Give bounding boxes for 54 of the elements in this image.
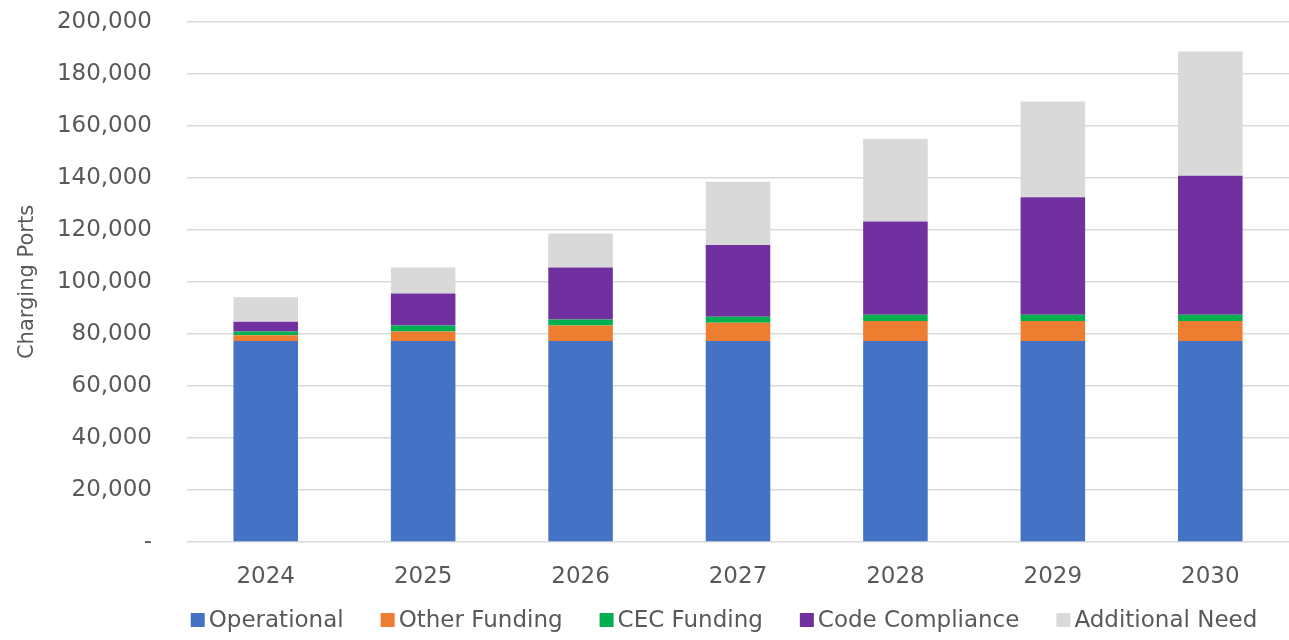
- bar: [1178, 341, 1243, 542]
- x-tick-label: 2028: [866, 561, 925, 588]
- bar: [863, 341, 928, 542]
- bar: [863, 221, 928, 315]
- y-tick-label: 100,000: [56, 266, 152, 293]
- y-tick-label: 160,000: [56, 110, 152, 137]
- bar: [390, 341, 456, 542]
- x-tick-label: 2026: [551, 561, 610, 588]
- y-tick-label: 60,000: [71, 370, 152, 397]
- bar: [1020, 197, 1086, 315]
- bar: [390, 293, 456, 326]
- bar: [1020, 341, 1086, 542]
- legend-label: Operational: [208, 605, 344, 632]
- x-tick-label: 2025: [393, 561, 453, 588]
- legend-label: Code Compliance: [817, 605, 1020, 632]
- y-tick-label: 140,000: [56, 162, 152, 189]
- bar: [705, 316, 771, 323]
- bar: [548, 325, 613, 342]
- bar: [390, 331, 456, 342]
- bar: [233, 297, 298, 322]
- bar: [233, 335, 298, 342]
- bar: [1178, 314, 1243, 321]
- y-tick-label: 80,000: [71, 318, 152, 345]
- bar: [233, 341, 298, 542]
- bar: [705, 322, 771, 342]
- bar: [1178, 321, 1243, 342]
- x-tick-label: 2027: [708, 561, 768, 588]
- x-tick-label: 2029: [1023, 561, 1083, 588]
- bar: [548, 267, 613, 320]
- y-axis-title: Charging Ports: [14, 204, 39, 360]
- bar: [548, 233, 613, 268]
- bar: [1178, 175, 1243, 315]
- bar: [863, 321, 928, 342]
- bar: [390, 325, 456, 332]
- legend-label: CEC Funding: [617, 605, 763, 632]
- legend-label: Other Funding: [398, 605, 563, 632]
- bar: [863, 314, 928, 321]
- y-tick-label: 20,000: [71, 474, 152, 501]
- bar: [233, 331, 298, 336]
- y-tick-label: 40,000: [71, 422, 152, 449]
- x-tick-label: 2024: [236, 561, 295, 588]
- x-tick-label: 2030: [1181, 561, 1240, 588]
- bar: [1020, 314, 1086, 321]
- bar: [1020, 321, 1086, 342]
- bar: [705, 245, 771, 317]
- bar: [548, 319, 613, 326]
- bar: [705, 341, 771, 542]
- legend-label: Additional Need: [1074, 605, 1258, 632]
- bar: [548, 341, 613, 542]
- bar: [233, 321, 298, 332]
- y-tick-label: 180,000: [56, 58, 152, 85]
- y-tick-label: -: [143, 526, 152, 553]
- y-tick-label: 200,000: [56, 6, 152, 33]
- y-tick-label: 120,000: [56, 214, 152, 241]
